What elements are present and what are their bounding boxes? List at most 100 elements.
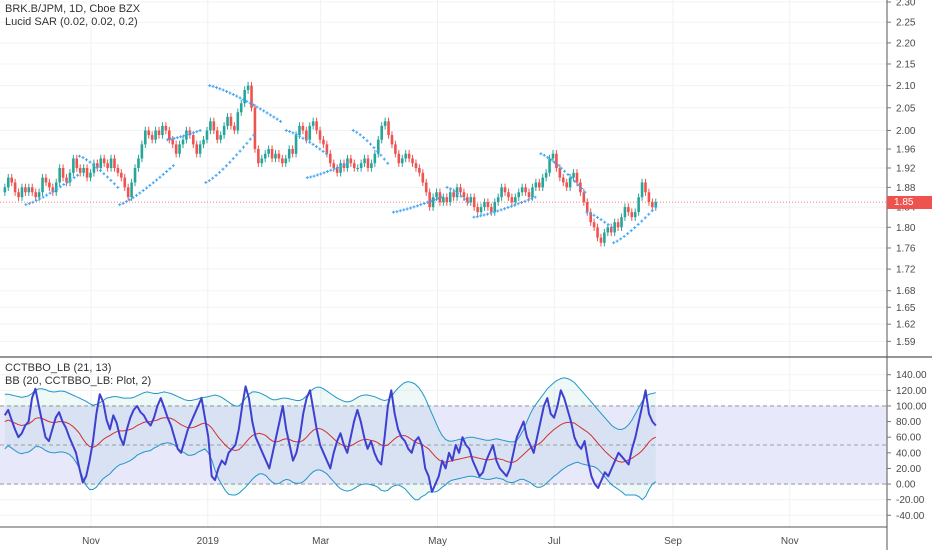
- candle-body: [246, 85, 250, 91]
- sar-dot: [55, 187, 59, 191]
- sar-dot: [204, 180, 208, 184]
- sar-dot: [362, 136, 366, 140]
- candle-body: [147, 130, 151, 136]
- sar-dot: [225, 89, 229, 93]
- candle-body: [92, 163, 96, 173]
- oscillator-title[interactable]: CCTBBO_LB (21, 13): [5, 362, 112, 374]
- candle-body: [627, 207, 630, 213]
- candle-body: [291, 149, 294, 154]
- sar-dot: [321, 149, 325, 153]
- price-axis[interactable]: 2.30 2.25 2.20 2.15 2.10 2.05 2.00 1.96 1.92 1.88…: [887, 0, 916, 348]
- sar-dot: [258, 107, 262, 111]
- sar-dot: [165, 169, 169, 173]
- time-axis[interactable]: Nov 2019 Mar May Jul Sep Nov: [82, 536, 799, 547]
- oscillator-axis[interactable]: 140.00 120.00 100.00 80.00 60.00 40.00 20.00 0.…: [887, 370, 927, 522]
- sar-dot: [335, 166, 339, 170]
- candle-body: [424, 182, 428, 193]
- candle-body: [322, 139, 325, 145]
- sar-dot: [228, 160, 232, 164]
- symbol-title[interactable]: BRK.B/JPM, 1D, Cboe BZX: [5, 3, 141, 15]
- candle-body: [654, 202, 658, 208]
- sar-dot: [116, 185, 120, 189]
- sar-dot: [526, 198, 530, 202]
- sar-dot: [124, 200, 128, 204]
- bb-lower-line: [4, 442, 657, 501]
- candle-body: [157, 130, 161, 136]
- price-tick-label: 2.15: [896, 59, 916, 70]
- candle-body: [212, 121, 216, 131]
- candle-body: [633, 212, 637, 218]
- sar-dot: [268, 113, 272, 117]
- candle-body: [137, 158, 140, 168]
- sar-dot: [275, 117, 279, 121]
- sar-dot: [238, 96, 242, 100]
- candle-body: [332, 163, 336, 168]
- candle-body: [239, 103, 243, 113]
- sar-dot: [365, 139, 369, 143]
- sar-dot: [309, 175, 313, 179]
- candle-body: [469, 197, 473, 203]
- candle-body: [133, 167, 137, 183]
- candle-body: [537, 182, 541, 188]
- sar-dot: [308, 140, 312, 144]
- candle-body: [596, 227, 599, 238]
- candle-body: [17, 192, 20, 198]
- candle-body: [517, 192, 521, 198]
- sar-dot: [207, 179, 211, 183]
- sar-dot: [409, 206, 413, 210]
- candle-body: [274, 153, 277, 159]
- sar-dot: [58, 185, 62, 189]
- time-tick-label: 2019: [197, 536, 220, 547]
- bb-upper-line: [4, 377, 656, 443]
- sar-dot: [198, 128, 202, 132]
- sar-dot: [636, 222, 640, 226]
- osc-tick-label: 120.00: [896, 386, 927, 397]
- sar-dot: [151, 181, 155, 185]
- candle-body: [20, 187, 24, 198]
- price-tick-label: 1.62: [896, 320, 916, 331]
- sar-dot: [161, 172, 165, 176]
- candle-body: [27, 187, 31, 193]
- sar-dot: [109, 178, 113, 182]
- candle-body: [442, 197, 445, 203]
- sar-dot: [539, 152, 543, 156]
- candle-body: [503, 187, 507, 193]
- candle-body: [462, 192, 466, 198]
- sar-dot: [228, 91, 232, 95]
- bb-indicator-title[interactable]: BB (20, CCTBBO_LB: Plot, 2): [5, 375, 152, 387]
- sar-dot: [312, 174, 316, 178]
- candle-body: [623, 207, 627, 218]
- sar-dot: [238, 149, 242, 153]
- sar-dot: [134, 193, 138, 197]
- candle-body: [130, 182, 133, 198]
- sar-dot: [433, 198, 437, 202]
- candle-body: [167, 130, 171, 140]
- sar-dot: [301, 136, 305, 140]
- sar-dot: [255, 105, 259, 109]
- candle-body: [616, 222, 620, 228]
- candle-body: [174, 144, 178, 154]
- sar-dot: [533, 195, 537, 199]
- sar-dot: [188, 132, 192, 136]
- sar-dot: [195, 130, 199, 134]
- candle-body: [479, 207, 483, 213]
- candle-body: [414, 163, 418, 168]
- sar-indicator-title[interactable]: Lucid SAR (0.02, 0.02, 0.2): [5, 16, 138, 28]
- bb-basis-line: [4, 417, 657, 463]
- candle-body: [493, 202, 497, 213]
- candle-body: [24, 187, 27, 193]
- candle-body: [13, 182, 17, 193]
- sar-dot: [218, 170, 222, 174]
- time-tick-label: Mar: [312, 536, 330, 547]
- sar-dot: [41, 195, 45, 199]
- candle-body: [647, 192, 651, 203]
- sar-dot: [118, 203, 122, 207]
- sar-dot: [208, 84, 212, 88]
- sar-dot: [235, 94, 239, 98]
- osc-tick-label: -40.00: [896, 511, 925, 522]
- sar-dot: [24, 203, 28, 207]
- sar-dot: [486, 212, 490, 216]
- sar-dot: [245, 99, 249, 103]
- sar-dot: [573, 179, 577, 183]
